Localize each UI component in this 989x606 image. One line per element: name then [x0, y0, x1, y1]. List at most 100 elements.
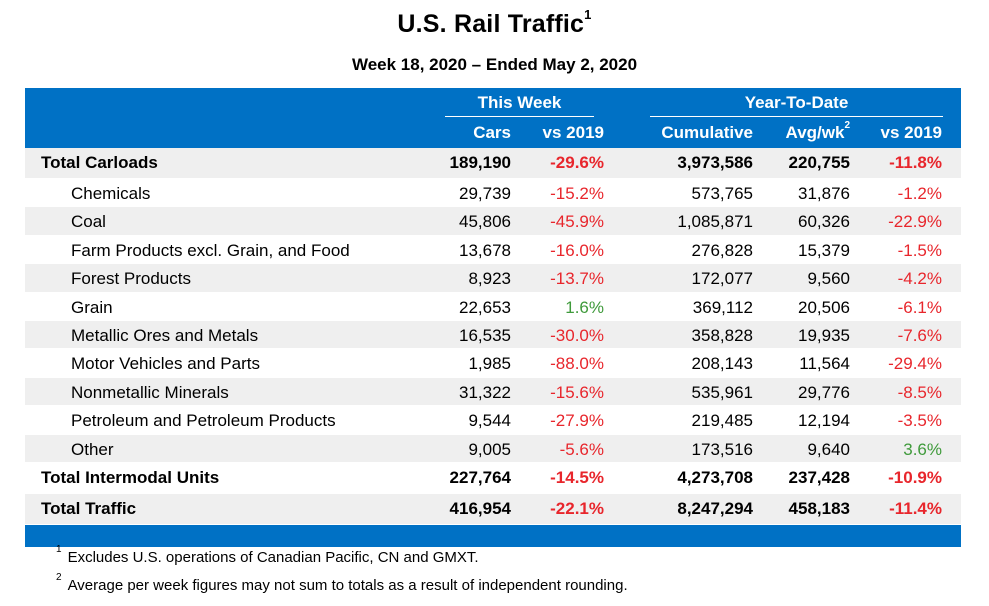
cell-vs2019-ytd: -10.9% [888, 467, 942, 487]
cell-vs2019-week: -15.6% [550, 382, 604, 402]
row-label: Total Intermodal Units [41, 467, 220, 487]
col-header-avgwk-text: Avg/wk [785, 123, 845, 142]
cell-vs2019-ytd: -29.4% [888, 354, 942, 374]
cell-vs2019-ytd: -11.4% [889, 498, 942, 518]
cell-vs2019-week: -45.9% [550, 212, 604, 232]
cell-avgwk: 9,560 [807, 269, 850, 289]
cell-avgwk: 15,379 [798, 240, 850, 260]
cell-cumulative: 172,077 [691, 269, 753, 289]
cell-vs2019-week: -29.6% [550, 153, 604, 172]
cell-cumulative: 8,247,294 [677, 498, 753, 518]
row-label: Total Carloads [41, 153, 158, 172]
cell-cumulative: 276,828 [691, 240, 753, 260]
footnote-2-mark: 2 [56, 572, 62, 583]
cell-cars: 189,190 [449, 153, 511, 172]
cell-vs2019-week: -15.2% [550, 184, 604, 203]
title-text: U.S. Rail Traffic [397, 10, 585, 38]
page-subtitle: Week 18, 2020 – Ended May 2, 2020 [351, 55, 638, 74]
row-label: Petroleum and Petroleum Products [71, 411, 336, 431]
cell-cumulative: 4,273,708 [677, 467, 753, 487]
table-body: Total Carloads 189,190 -29.6% 3,973,586 220,… [25, 148, 961, 525]
table-row: Total Traffic 416,954 -22.1% 8,247,294 458,1… [25, 493, 961, 525]
col-header-cumulative: Cumulative [661, 123, 753, 142]
cell-vs2019-ytd: -6.1% [897, 297, 942, 317]
row-label: Nonmetallic Minerals [71, 382, 229, 402]
cell-cumulative: 3,973,586 [677, 153, 753, 172]
cell-cars: 227,764 [449, 467, 511, 487]
row-label: Metallic Ores and Metals [71, 325, 259, 345]
cell-cumulative: 573,765 [691, 184, 753, 203]
group-this-week-rule [445, 116, 594, 117]
col-header-vs2019-ytd: vs 2019 [880, 123, 942, 142]
cell-cars: 22,653 [459, 297, 511, 317]
table-row: Grain 22,653 1.6% 369,112 20,506 -6.1% [25, 293, 961, 321]
cell-vs2019-ytd: -3.5% [897, 411, 942, 431]
cell-vs2019-week: -27.9% [550, 411, 604, 431]
table-row: Metallic Ores and Metals 16,535 -30.0% 358,… [25, 320, 961, 350]
cell-vs2019-week: -16.0% [550, 240, 604, 260]
cell-cars: 31,322 [459, 382, 511, 402]
table-row: Petroleum and Petroleum Products 9,544 -27… [25, 406, 961, 435]
row-label: Chemicals [71, 184, 151, 203]
cell-avgwk: 458,183 [788, 498, 850, 518]
footnote-1-mark: 1 [56, 544, 62, 555]
row-label: Grain [71, 297, 113, 317]
row-label: Farm Products excl. Grain, and Food [71, 240, 350, 260]
row-label: Motor Vehicles and Parts [71, 354, 260, 374]
col-header-cars: Cars [473, 123, 511, 142]
table-row: Forest Products 8,923 -13.7% 172,077 9,560 -4… [25, 264, 961, 293]
avgwk-footnote-mark: 2 [844, 120, 850, 132]
table-header: This Week Year-To-Date Cars vs 2019 Cumu… [25, 88, 961, 148]
col-header-avgwk: Avg/wk2 [785, 120, 850, 143]
table-row: Total Intermodal Units 227,764 -14.5% 4,273… [25, 463, 961, 494]
cell-avgwk: 31,876 [798, 184, 850, 203]
table-footer-bar [25, 524, 961, 547]
cell-cumulative: 369,112 [692, 297, 753, 317]
table-row: Chemicals 29,739 -15.2% 573,765 31,876 -1.2% [25, 179, 961, 208]
cell-cars: 9,005 [468, 439, 511, 459]
cell-vs2019-ytd: -22.9% [888, 212, 942, 232]
footnote-2: 2 Average per week figures may not sum to… [56, 572, 628, 594]
group-this-week: This Week [477, 93, 562, 112]
cell-vs2019-ytd: 3.6% [903, 439, 942, 459]
cell-avgwk: 11,564 [799, 354, 850, 374]
row-label: Other [71, 439, 114, 459]
cell-avgwk: 60,326 [798, 212, 850, 232]
cell-cumulative: 358,828 [691, 325, 753, 345]
cell-avgwk: 12,194 [798, 411, 850, 431]
row-label: Total Traffic [41, 498, 137, 518]
cell-vs2019-ytd: -11.8% [889, 153, 942, 172]
cell-vs2019-ytd: -1.2% [897, 184, 942, 203]
footnote-1: 1 Excludes U.S. operations of Canadian Pa… [56, 544, 479, 566]
cell-cars: 45,806 [459, 212, 511, 232]
cell-cars: 1,985 [468, 354, 511, 374]
cell-cumulative: 219,485 [691, 411, 753, 431]
page-title: U.S. Rail Traffic1 [0, 6, 989, 39]
cell-vs2019-ytd: -7.6% [897, 325, 942, 345]
cell-avgwk: 19,935 [798, 325, 850, 345]
cell-cars: 9,544 [468, 411, 511, 431]
cell-vs2019-week: -30.0% [550, 325, 604, 345]
rail-traffic-table: This Week Year-To-Date Cars vs 2019 Cumu… [25, 88, 961, 547]
cell-vs2019-ytd: -8.5% [897, 382, 942, 402]
cell-vs2019-week: -22.1% [550, 498, 604, 518]
cell-avgwk: 220,755 [788, 153, 850, 172]
title-footnote-mark: 1 [584, 6, 592, 22]
cell-vs2019-week: -88.0% [550, 354, 604, 374]
footnote-1-text: Excludes U.S. operations of Canadian Pac… [67, 549, 479, 566]
table-row: Farm Products excl. Grain, and Food 13,67… [25, 236, 961, 265]
cell-vs2019-ytd: -4.2% [897, 269, 942, 289]
cell-cars: 416,954 [449, 498, 511, 518]
cell-vs2019-week: -14.5% [550, 467, 604, 487]
row-label: Coal [71, 212, 106, 232]
cell-vs2019-week: 1.6% [565, 297, 604, 317]
group-ytd-rule [650, 116, 943, 117]
cell-avgwk: 9,640 [807, 439, 850, 459]
cell-cars: 16,535 [459, 325, 511, 345]
table-row: Nonmetallic Minerals 31,322 -15.6% 535,961 2… [25, 377, 961, 407]
table-row: Total Carloads 189,190 -29.6% 3,973,586 220,… [25, 148, 961, 179]
cell-vs2019-ytd: -1.5% [897, 240, 942, 260]
table-row: Other 9,005 -5.6% 173,516 9,640 3.6% [25, 434, 961, 463]
cell-avgwk: 29,776 [798, 382, 850, 402]
cell-avgwk: 237,428 [788, 467, 850, 487]
